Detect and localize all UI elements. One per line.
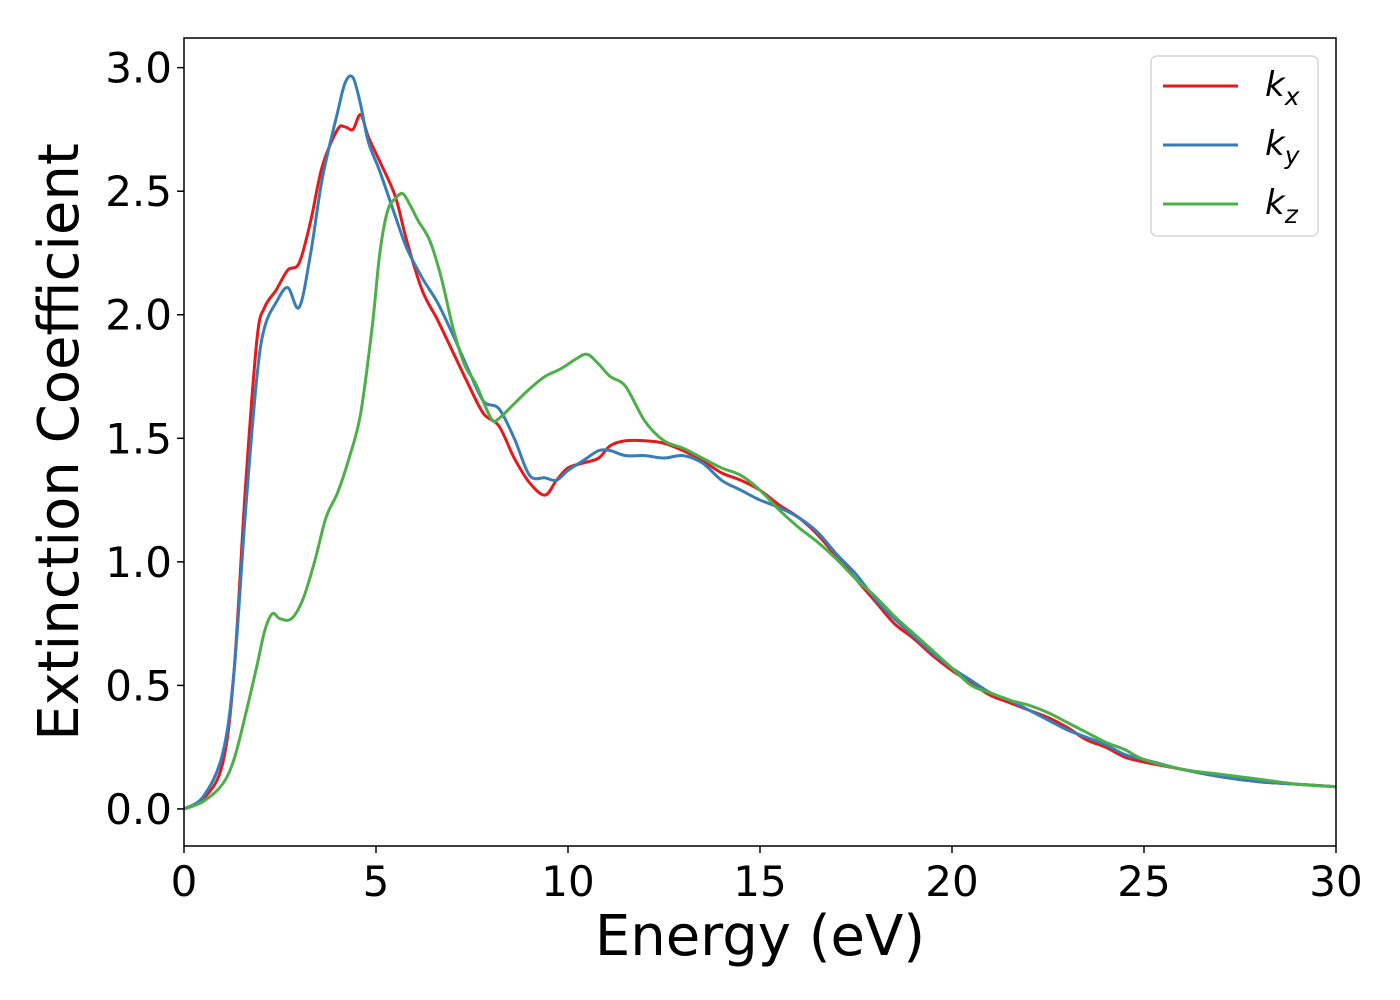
x-axis-title: Energy (eV): [595, 904, 925, 969]
x-tick-label: 30: [1309, 857, 1362, 906]
y-axis: 0.0 0.5 1.0 1.5 2.0 2.5 3.0: [105, 44, 184, 834]
x-tick-label: 20: [925, 857, 978, 906]
y-tick-label: 2.5: [105, 167, 172, 216]
legend-label-main: k: [1265, 124, 1286, 164]
series-layer: [183, 74, 1337, 811]
y-tick-label: 3.0: [105, 44, 172, 93]
legend-label-subscript: y: [1284, 141, 1301, 170]
legend-label-ky: ky: [1265, 124, 1301, 170]
x-tick-label: 15: [733, 857, 786, 906]
series-line-ky: [183, 74, 1337, 811]
x-axis: 0 5 10 15 20 25 30: [171, 846, 1363, 906]
x-tick-label: 0: [171, 857, 198, 906]
legend-label-kx: kx: [1265, 65, 1300, 111]
legend-label-main: k: [1265, 183, 1286, 223]
y-tick-label: 0.5: [105, 661, 172, 710]
x-tick-label: 25: [1117, 857, 1170, 906]
legend-label-subscript: x: [1284, 82, 1300, 111]
x-tick-label: 5: [363, 857, 390, 906]
y-tick-label: 1.0: [105, 538, 172, 587]
y-axis-title: Extinction Coefficient: [27, 143, 92, 741]
y-tick-label: 2.0: [105, 291, 172, 340]
series-line-kz: [183, 191, 1337, 811]
legend-label-subscript: z: [1284, 200, 1299, 229]
x-tick-label: 10: [541, 857, 594, 906]
y-tick-label: 1.5: [105, 414, 172, 463]
legend-label-kz: kz: [1265, 183, 1299, 229]
y-tick-label: 0.0: [105, 785, 172, 834]
legend-label-main: k: [1265, 65, 1286, 105]
